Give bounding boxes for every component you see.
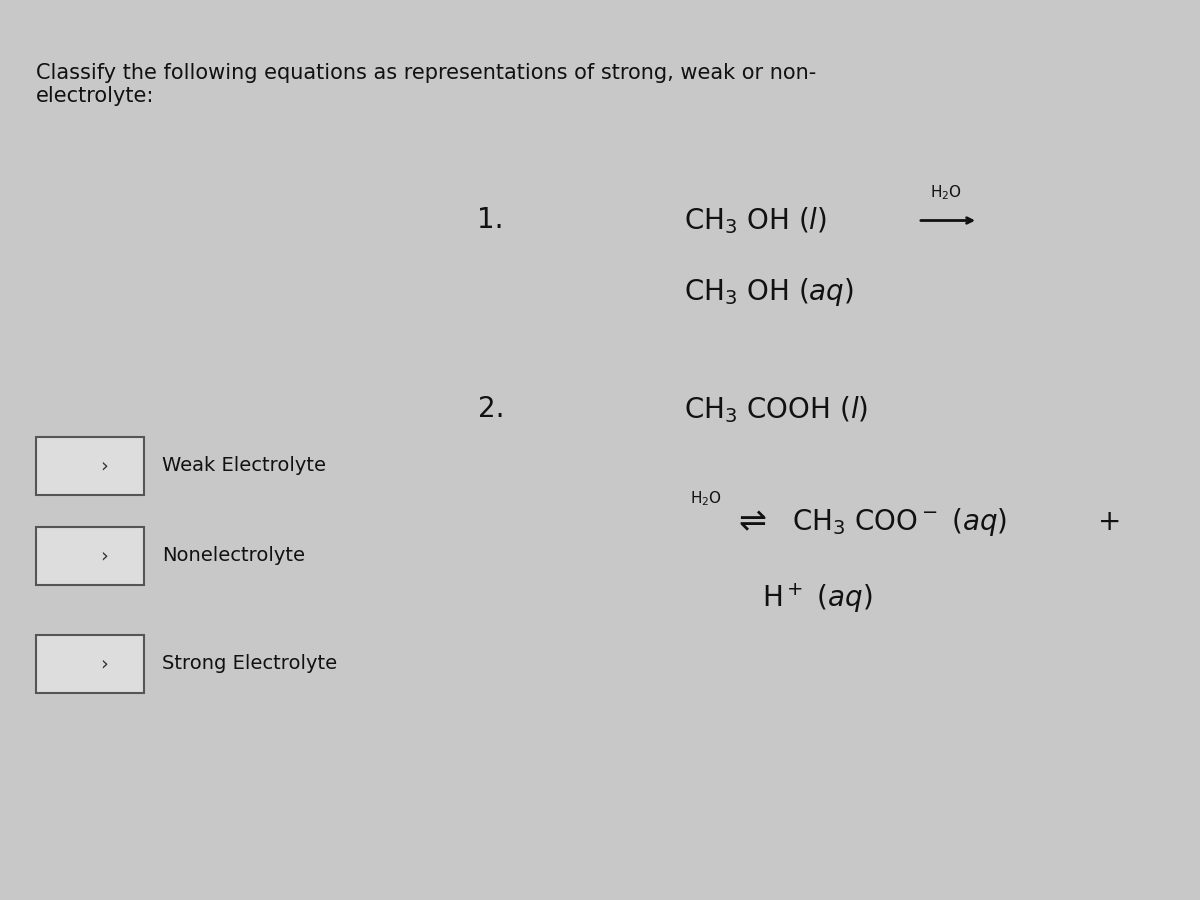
Text: CH$_3$ COOH $\left(l\right)$: CH$_3$ COOH $\left(l\right)$ <box>684 394 868 425</box>
FancyBboxPatch shape <box>36 634 144 693</box>
Text: H$_2$O: H$_2$O <box>690 490 722 508</box>
Text: H$_2$O: H$_2$O <box>930 184 962 202</box>
Text: H$^+$ $\left(aq\right)$: H$^+$ $\left(aq\right)$ <box>762 581 872 616</box>
Text: $\rightleftharpoons$: $\rightleftharpoons$ <box>732 506 767 538</box>
FancyBboxPatch shape <box>36 436 144 495</box>
Text: 2.: 2. <box>478 395 504 424</box>
Text: CH$_3$ OH $\left(aq\right)$: CH$_3$ OH $\left(aq\right)$ <box>684 276 854 309</box>
Text: ›: › <box>101 654 108 673</box>
Text: CH$_3$ COO$^-$ $\left(aq\right)$: CH$_3$ COO$^-$ $\left(aq\right)$ <box>792 506 1007 538</box>
Text: ›: › <box>101 546 108 565</box>
Text: +: + <box>1098 508 1122 536</box>
Text: 1.: 1. <box>478 206 504 235</box>
FancyBboxPatch shape <box>36 526 144 585</box>
Text: CH$_3$ OH $\left(l\right)$: CH$_3$ OH $\left(l\right)$ <box>684 205 827 236</box>
Text: Classify the following equations as representations of strong, weak or non-
elec: Classify the following equations as repr… <box>36 63 816 106</box>
Text: ›: › <box>101 456 108 475</box>
Text: Weak Electrolyte: Weak Electrolyte <box>162 455 326 475</box>
Text: Strong Electrolyte: Strong Electrolyte <box>162 653 337 673</box>
Text: Nonelectrolyte: Nonelectrolyte <box>162 545 305 565</box>
